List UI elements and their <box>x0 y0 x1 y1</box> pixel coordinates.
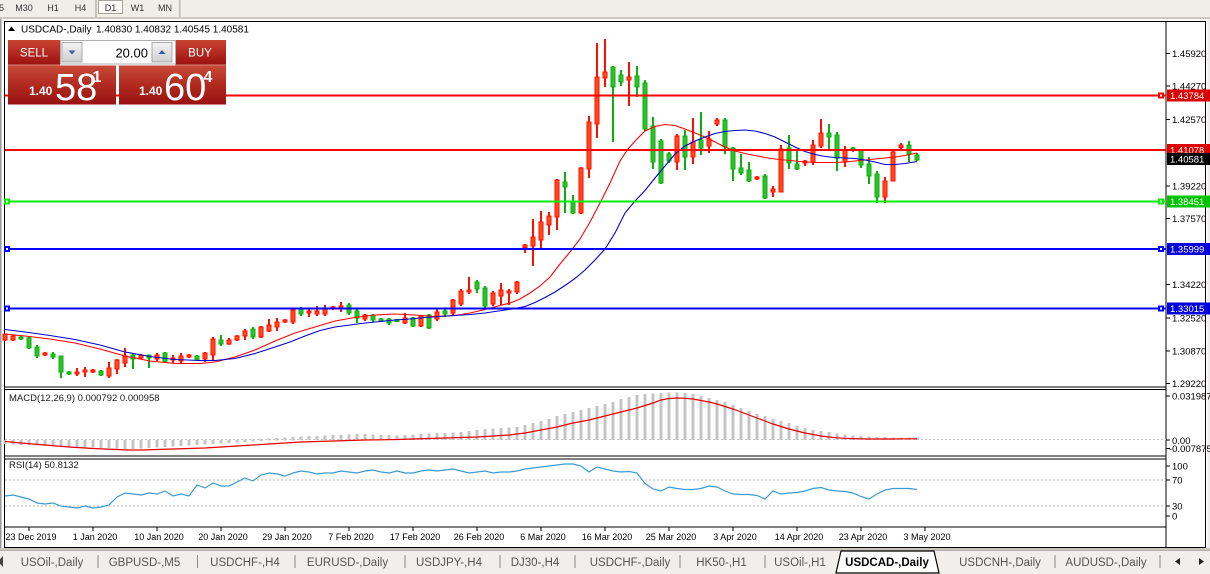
svg-text:1.45920: 1.45920 <box>1172 49 1206 60</box>
svg-text:MACD(12,26,9) 0.000792 0.00095: MACD(12,26,9) 0.000792 0.000958 <box>9 393 160 404</box>
svg-text:30: 30 <box>1172 502 1183 513</box>
svg-text:3 May 2020: 3 May 2020 <box>903 532 950 542</box>
svg-text:14 Apr 2020: 14 Apr 2020 <box>775 532 824 542</box>
svg-text:1.41078: 1.41078 <box>1170 145 1204 156</box>
svg-text:100: 100 <box>1172 462 1188 473</box>
svg-text:3 Apr 2020: 3 Apr 2020 <box>713 532 757 542</box>
svg-text:1.40: 1.40 <box>139 84 163 98</box>
svg-text:M30: M30 <box>15 3 33 13</box>
svg-text:1.39220: 1.39220 <box>1172 181 1206 192</box>
svg-text:1.32520: 1.32520 <box>1172 314 1206 325</box>
svg-text:7 Feb 2020: 7 Feb 2020 <box>328 532 374 542</box>
svg-text:USDCAD-,Daily: USDCAD-,Daily <box>845 557 929 569</box>
svg-text:USDCHF-,H4: USDCHF-,H4 <box>210 557 280 569</box>
svg-text:23 Apr 2020: 23 Apr 2020 <box>839 532 888 542</box>
svg-text:26 Feb 2020: 26 Feb 2020 <box>454 532 505 542</box>
svg-text:4: 4 <box>204 69 213 86</box>
svg-text:6 Mar 2020: 6 Mar 2020 <box>520 532 566 542</box>
svg-text:1.40830 1.40832 1.40545 1.4058: 1.40830 1.40832 1.40545 1.40581 <box>96 25 249 36</box>
svg-text:25 Mar 2020: 25 Mar 2020 <box>646 532 697 542</box>
svg-text:USDCNH-,Daily: USDCNH-,Daily <box>959 557 1041 569</box>
svg-text:1: 1 <box>93 69 102 86</box>
svg-text:H4: H4 <box>75 3 87 13</box>
svg-text:1.34220: 1.34220 <box>1172 280 1206 291</box>
svg-text:0.00: 0.00 <box>1172 436 1191 447</box>
svg-text:1.42570: 1.42570 <box>1172 115 1206 126</box>
svg-text:70: 70 <box>1172 476 1183 487</box>
svg-text:23 Dec 2019: 23 Dec 2019 <box>5 532 56 542</box>
svg-text:0: 0 <box>1172 512 1177 523</box>
svg-text:USOil-,H1: USOil-,H1 <box>774 557 826 569</box>
svg-text:MN: MN <box>158 3 172 13</box>
svg-text:1.33015: 1.33015 <box>1170 304 1204 315</box>
svg-text:W1: W1 <box>131 3 145 13</box>
svg-text:1.40581: 1.40581 <box>1170 154 1204 165</box>
svg-text:1.35999: 1.35999 <box>1170 245 1204 256</box>
svg-text:1 Jan 2020: 1 Jan 2020 <box>73 532 118 542</box>
svg-text:1.37570: 1.37570 <box>1172 214 1206 225</box>
svg-text:1.30870: 1.30870 <box>1172 346 1206 357</box>
svg-text:SELL: SELL <box>20 48 49 60</box>
svg-text:USDCAD-,Daily: USDCAD-,Daily <box>21 25 92 36</box>
svg-text:D1: D1 <box>105 3 117 13</box>
svg-text:20 Jan 2020: 20 Jan 2020 <box>198 532 248 542</box>
svg-text:20.00: 20.00 <box>115 46 148 61</box>
svg-text:-0.007875: -0.007875 <box>1169 444 1210 455</box>
svg-text:AUDUSD-,Daily: AUDUSD-,Daily <box>1065 557 1146 569</box>
svg-text:H1: H1 <box>47 3 59 13</box>
svg-text:HK50-,H1: HK50-,H1 <box>696 557 747 569</box>
svg-text:17 Feb 2020: 17 Feb 2020 <box>390 532 441 542</box>
svg-text:DJ30-,H4: DJ30-,H4 <box>511 557 560 569</box>
svg-text:1.40: 1.40 <box>29 84 53 98</box>
svg-text:USOil-,Daily: USOil-,Daily <box>21 557 84 569</box>
svg-text:RSI(14) 50.8132: RSI(14) 50.8132 <box>9 460 79 471</box>
svg-text:0.031987: 0.031987 <box>1172 392 1210 403</box>
svg-text:29 Jan 2020: 29 Jan 2020 <box>262 532 312 542</box>
svg-text:1.44270: 1.44270 <box>1172 82 1206 93</box>
svg-text:10 Jan 2020: 10 Jan 2020 <box>134 532 184 542</box>
svg-text:BUY: BUY <box>188 48 212 60</box>
svg-text:USDJPY-,H4: USDJPY-,H4 <box>416 557 483 569</box>
svg-text:USDCHF-,Daily: USDCHF-,Daily <box>590 557 671 569</box>
svg-text:EURUSD-,Daily: EURUSD-,Daily <box>307 557 388 569</box>
svg-text:5: 5 <box>0 3 4 13</box>
svg-text:58: 58 <box>55 67 97 109</box>
svg-text:1.29220: 1.29220 <box>1172 379 1206 390</box>
svg-text:1.43784: 1.43784 <box>1170 91 1204 102</box>
svg-text:GBPUSD-,M5: GBPUSD-,M5 <box>109 557 181 569</box>
svg-text:1.38451: 1.38451 <box>1170 197 1204 208</box>
svg-text:16 Mar 2020: 16 Mar 2020 <box>582 532 633 542</box>
svg-text:60: 60 <box>164 67 206 109</box>
